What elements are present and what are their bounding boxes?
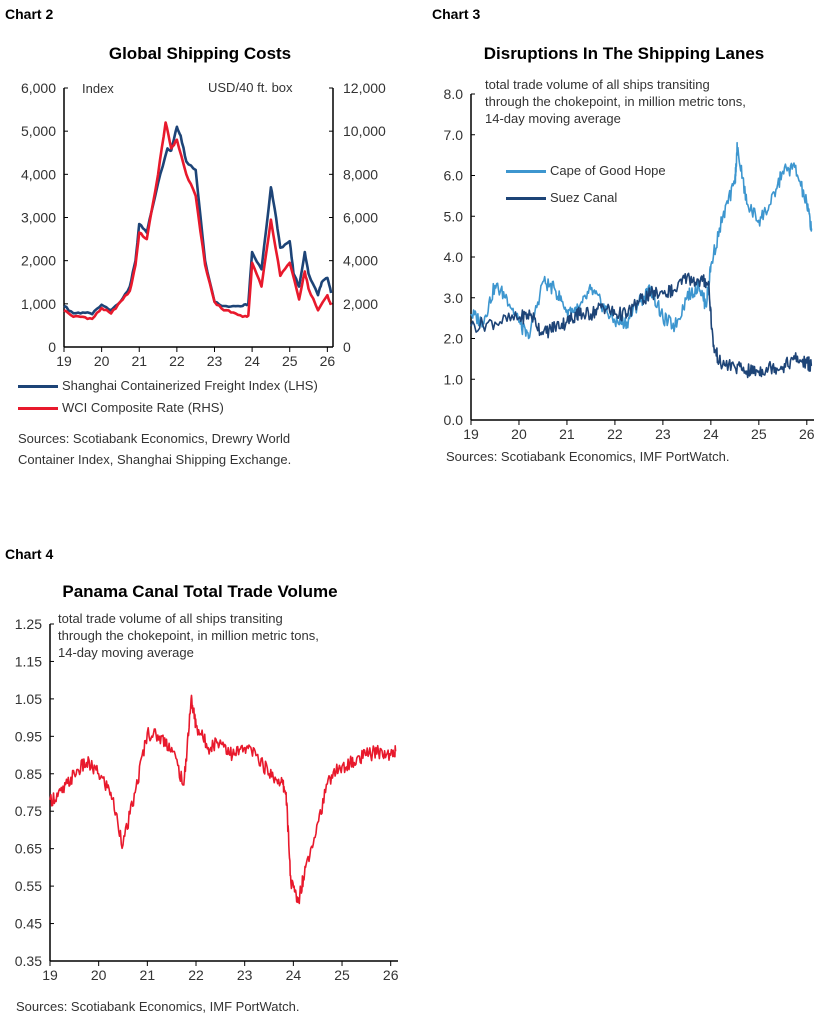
chart3-title: Disruptions In The Shipping Lanes: [483, 44, 765, 63]
chart4-x-tick-label: 21: [140, 967, 156, 983]
chart2-x-tick-label: 25: [282, 353, 298, 369]
note-line: 14-day moving average: [58, 645, 194, 660]
chart4-x-tick-label: 22: [188, 967, 204, 983]
chart2-x-tick-label: 21: [131, 353, 147, 369]
chart4-x-tick-label: 24: [286, 967, 302, 983]
chart3-x-tick-label: 24: [703, 426, 719, 442]
legend-label: Cape of Good Hope: [550, 163, 666, 178]
legend-swatch: [506, 196, 546, 200]
chart2-sources: Sources: Scotiabank Economics, Drewry Wo…: [18, 428, 291, 470]
note-line: 14-day moving average: [485, 111, 621, 126]
chart4-title: Panama Canal Total Trade Volume: [62, 582, 338, 601]
chart3-series-suez-canal: [470, 272, 813, 379]
chart4-y-tick-label: 1.05: [15, 691, 42, 707]
chart2-y2-tick-label: 8,000: [343, 166, 378, 182]
chart2-x-tick-label: 20: [94, 353, 110, 369]
legend-label: WCI Composite Rate (RHS): [62, 400, 224, 415]
chart2-x-tick-label: 19: [56, 353, 72, 369]
chart4-y-tick-label: 1.25: [15, 616, 42, 632]
chart4-x-tick-label: 25: [334, 967, 350, 983]
chart3-y-tick-label: 8.0: [444, 86, 464, 102]
chart2-y-tick-label: 1,000: [21, 296, 56, 312]
note-line: through the chokepoint, in million metri…: [485, 94, 746, 109]
chart3-series-cape-of-good-hope: [470, 141, 813, 340]
chart4-note: total trade volume of all ships transiti…: [58, 610, 319, 661]
chart3-legend-suez: Suez Canal: [506, 190, 617, 206]
note-line: total trade volume of all ships transiti…: [485, 77, 710, 92]
source-line: Sources: Scotiabank Economics, Drewry Wo…: [18, 431, 291, 446]
chart4-x-tick-label: 23: [237, 967, 253, 983]
chart4-number: Chart 4: [5, 546, 54, 562]
chart4-x-tick-label: 20: [91, 967, 107, 983]
chart4-y-tick-label: 0.65: [15, 841, 42, 857]
chart4-series-line: [49, 694, 397, 905]
chart4-y-tick-label: 0.45: [15, 916, 42, 932]
chart2-right-axis-label: USD/40 ft. box: [208, 80, 293, 95]
chart3-x-tick-label: 19: [463, 426, 479, 442]
chart3-y-tick-label: 7.0: [444, 127, 464, 143]
chart2-y2-tick-label: 12,000: [343, 80, 386, 96]
chart3-x-tick-label: 26: [799, 426, 815, 442]
chart2-left-axis-label: Index: [82, 81, 114, 96]
chart4-y-tick-label: 0.95: [15, 728, 42, 744]
chart4-sources: Sources: Scotiabank Economics, IMF PortW…: [16, 999, 300, 1014]
legend-swatch: [506, 169, 546, 173]
legend-swatch: [18, 384, 58, 388]
chart3-y-tick-label: 3.0: [444, 290, 464, 306]
note-line: total trade volume of all ships transiti…: [58, 611, 283, 626]
legend-swatch: [18, 406, 58, 410]
chart3-number: Chart 3: [432, 6, 481, 22]
chart4-y-tick-label: 0.55: [15, 878, 42, 894]
chart4-y-tick-label: 0.85: [15, 766, 42, 782]
chart3-x-tick-label: 21: [559, 426, 575, 442]
chart2-x-tick-label: 24: [244, 353, 260, 369]
chart2-x-tick-label: 23: [207, 353, 223, 369]
chart3-y-tick-label: 6.0: [444, 168, 464, 184]
chart2-legend-scfi: Shanghai Containerized Freight Index (LH…: [18, 378, 318, 394]
chart4-y-tick-label: 0.75: [15, 803, 42, 819]
chart2-y2-tick-label: 10,000: [343, 123, 386, 139]
chart3-x-tick-label: 23: [655, 426, 671, 442]
chart3-sources: Sources: Scotiabank Economics, IMF PortW…: [446, 449, 730, 464]
chart2-y2-tick-label: 2,000: [343, 296, 378, 312]
chart2-series-shanghai-containerized-freight-index-lhs: [63, 125, 333, 316]
chart2-y-tick-label: 0: [48, 339, 56, 355]
chart2-y-tick-label: 3,000: [21, 210, 56, 226]
chart4-x-tick-label: 26: [383, 967, 399, 983]
legend-label: Shanghai Containerized Freight Index (LH…: [62, 378, 318, 393]
chart3-x-tick-label: 22: [607, 426, 623, 442]
chart2-series-wci-composite-rate-rhs: [63, 121, 333, 321]
chart2-y2-tick-label: 0: [343, 339, 351, 355]
source-line: Container Index, Shanghai Shipping Excha…: [18, 452, 292, 467]
chart3-y-tick-label: 0.0: [444, 412, 464, 428]
chart3-y-tick-label: 2.0: [444, 331, 464, 347]
chart2-y-tick-label: 2,000: [21, 253, 56, 269]
chart2-y-tick-label: 5,000: [21, 123, 56, 139]
chart3-y-tick-label: 1.0: [444, 371, 464, 387]
chart3-x-tick-label: 25: [751, 426, 767, 442]
chart2-legend-wci: WCI Composite Rate (RHS): [18, 400, 224, 416]
chart3-legend-cape: Cape of Good Hope: [506, 163, 666, 179]
chart4-y-tick-label: 0.35: [15, 953, 42, 969]
legend-label: Suez Canal: [550, 190, 618, 205]
chart2-x-tick-label: 22: [169, 353, 185, 369]
chart3-note: total trade volume of all ships transiti…: [485, 76, 746, 127]
chart2-number: Chart 2: [5, 6, 54, 22]
chart4-y-tick-label: 1.15: [15, 653, 42, 669]
note-line: through the chokepoint, in million metri…: [58, 628, 319, 643]
chart2-y2-tick-label: 6,000: [343, 210, 378, 226]
chart3-y-tick-label: 5.0: [444, 208, 464, 224]
chart4-x-tick-label: 19: [42, 967, 58, 983]
chart2-title: Global Shipping Costs: [108, 44, 292, 63]
chart3-y-tick-label: 4.0: [444, 249, 464, 265]
chart2-y-tick-label: 4,000: [21, 166, 56, 182]
chart2-x-tick-label: 26: [320, 353, 336, 369]
chart2-y2-tick-label: 4,000: [343, 253, 378, 269]
chart2-y-tick-label: 6,000: [21, 80, 56, 96]
chart3-x-tick-label: 20: [511, 426, 527, 442]
